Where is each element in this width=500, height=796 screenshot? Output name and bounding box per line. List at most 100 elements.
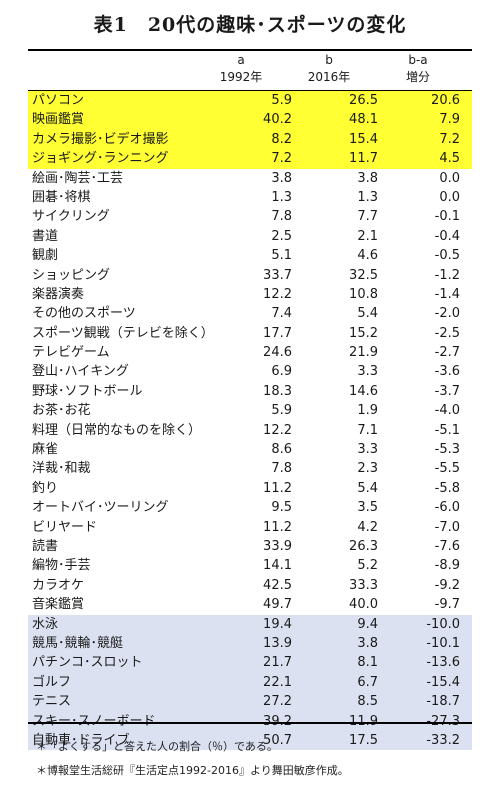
row-name: 観劇 xyxy=(32,248,59,264)
value-change: -4.0 xyxy=(434,403,460,419)
column-header-diff-code: b-a xyxy=(408,53,428,67)
row-name: 楽器演奏 xyxy=(32,286,85,302)
row-name: 水泳 xyxy=(32,616,59,632)
table-row: テレビゲーム 24.6 21.9 -2.7 xyxy=(28,343,472,362)
column-header-b-year: 2016年 xyxy=(307,70,351,84)
value-change: -0.1 xyxy=(434,209,460,225)
value-2016: 1.9 xyxy=(357,403,378,419)
row-name: ゴルフ xyxy=(32,674,72,690)
row-name: テニス xyxy=(32,694,72,710)
value-change: -7.0 xyxy=(434,519,460,535)
value-change: 4.5 xyxy=(439,151,460,167)
value-change: 20.6 xyxy=(431,93,460,108)
value-change: -9.2 xyxy=(434,577,460,593)
value-2016: 9.4 xyxy=(357,616,378,632)
table-row: お茶･お花 5.9 1.9 -4.0 xyxy=(28,401,472,420)
row-name: ショッピング xyxy=(32,267,111,283)
row-name: 編物･手芸 xyxy=(32,558,91,574)
value-1992: 7.2 xyxy=(271,151,292,167)
value-change: -33.2 xyxy=(426,732,460,748)
value-2016: 8.5 xyxy=(357,694,378,710)
row-name: 料理（日常的なものを除く） xyxy=(32,422,202,438)
value-1992: 7.8 xyxy=(271,209,292,225)
value-change: -5.5 xyxy=(434,461,460,477)
value-1992: 21.7 xyxy=(263,655,292,671)
row-name: 釣り xyxy=(32,480,59,496)
value-1992: 14.1 xyxy=(263,558,292,574)
row-name: お茶･お花 xyxy=(32,403,91,419)
value-2016: 14.6 xyxy=(349,383,378,399)
table-row: 競馬･競輪･競艇 13.9 3.8 -10.1 xyxy=(28,633,472,654)
table-row: 読書 33.9 26.3 -7.6 xyxy=(28,537,472,556)
bottom-rule xyxy=(28,722,472,724)
value-2016: 21.9 xyxy=(349,345,378,361)
row-name: 自動車･ドライブ xyxy=(32,732,130,748)
table-row: サイクリング 7.8 7.7 -0.1 xyxy=(28,207,472,226)
value-1992: 33.9 xyxy=(263,538,292,554)
table-row: パソコン 5.9 26.5 20.6 xyxy=(28,91,472,111)
value-change: -3.7 xyxy=(434,383,460,399)
row-name: カラオケ xyxy=(32,577,85,593)
value-1992: 11.2 xyxy=(263,480,292,496)
table-row: カラオケ 42.5 33.3 -9.2 xyxy=(28,576,472,595)
value-2016: 32.5 xyxy=(349,267,378,283)
value-2016: 1.3 xyxy=(357,189,378,205)
value-2016: 4.2 xyxy=(357,519,378,535)
value-2016: 3.3 xyxy=(357,442,378,458)
value-change: -2.5 xyxy=(434,325,460,341)
value-change: -5.1 xyxy=(434,422,460,438)
value-change: 7.9 xyxy=(439,112,460,128)
value-2016: 3.8 xyxy=(357,170,378,186)
value-change: -0.5 xyxy=(434,248,460,264)
value-1992: 40.2 xyxy=(263,112,292,128)
header-rule xyxy=(28,90,472,91)
table-row: 楽器演奏 12.2 10.8 -1.4 xyxy=(28,285,472,304)
value-2016: 2.1 xyxy=(357,228,378,244)
table-row: 自動車･ドライブ 50.7 17.5 -33.2 xyxy=(28,730,472,751)
value-1992: 9.5 xyxy=(271,500,292,516)
value-2016: 3.8 xyxy=(357,635,378,651)
value-2016: 40.0 xyxy=(349,597,378,613)
table-body: パソコン 5.9 26.5 20.6 映画鑑賞 40.2 48.1 7.9 カメラ撮影･ビデオ撮… xyxy=(28,91,472,751)
value-1992: 7.8 xyxy=(271,461,292,477)
row-name: カメラ撮影･ビデオ撮影 xyxy=(32,131,169,147)
value-2016: 5.2 xyxy=(357,558,378,574)
value-change: 0.0 xyxy=(439,189,460,205)
value-1992: 22.1 xyxy=(263,674,292,690)
value-change: -27.3 xyxy=(426,713,460,729)
value-change: 0.0 xyxy=(439,170,460,186)
table-row: 絵画･陶芸･工芸 3.8 3.8 0.0 xyxy=(28,169,472,188)
column-header-a-code: a xyxy=(237,53,245,67)
value-1992: 5.1 xyxy=(271,248,292,264)
value-2016: 2.3 xyxy=(357,461,378,477)
table-row: スポーツ観戦（テレビを除く） 17.7 15.2 -2.5 xyxy=(28,324,472,343)
value-change: -0.4 xyxy=(434,228,460,244)
row-name: 映画鑑賞 xyxy=(32,112,85,128)
value-change: -1.2 xyxy=(434,267,460,283)
value-2016: 11.7 xyxy=(349,151,378,167)
value-1992: 8.6 xyxy=(271,442,292,458)
row-name: 囲碁･将棋 xyxy=(32,189,91,205)
column-header-a-year: 1992年 xyxy=(219,70,263,84)
value-2016: 10.8 xyxy=(349,286,378,302)
value-1992: 5.9 xyxy=(271,403,292,419)
value-1992: 2.5 xyxy=(271,228,292,244)
table-row: その他のスポーツ 7.4 5.4 -2.0 xyxy=(28,304,472,323)
row-name: ビリヤード xyxy=(32,519,98,535)
table-row: 囲碁･将棋 1.3 1.3 0.0 xyxy=(28,188,472,207)
row-name: 麻雀 xyxy=(32,442,59,458)
column-header-diff-label: 増分 xyxy=(405,70,430,84)
table-row: ジョギング･ランニング 7.2 11.7 4.5 xyxy=(28,149,472,169)
value-1992: 13.9 xyxy=(263,635,292,651)
value-1992: 1.3 xyxy=(271,189,292,205)
value-change: -9.7 xyxy=(434,597,460,613)
value-2016: 4.6 xyxy=(357,248,378,264)
row-name: ジョギング･ランニング xyxy=(32,151,169,167)
value-change: -5.8 xyxy=(434,480,460,496)
value-2016: 5.4 xyxy=(357,306,378,322)
value-1992: 12.2 xyxy=(263,422,292,438)
value-2016: 6.7 xyxy=(357,674,378,690)
value-1992: 49.7 xyxy=(263,597,292,613)
value-2016: 17.5 xyxy=(349,732,378,748)
value-1992: 7.4 xyxy=(271,306,292,322)
